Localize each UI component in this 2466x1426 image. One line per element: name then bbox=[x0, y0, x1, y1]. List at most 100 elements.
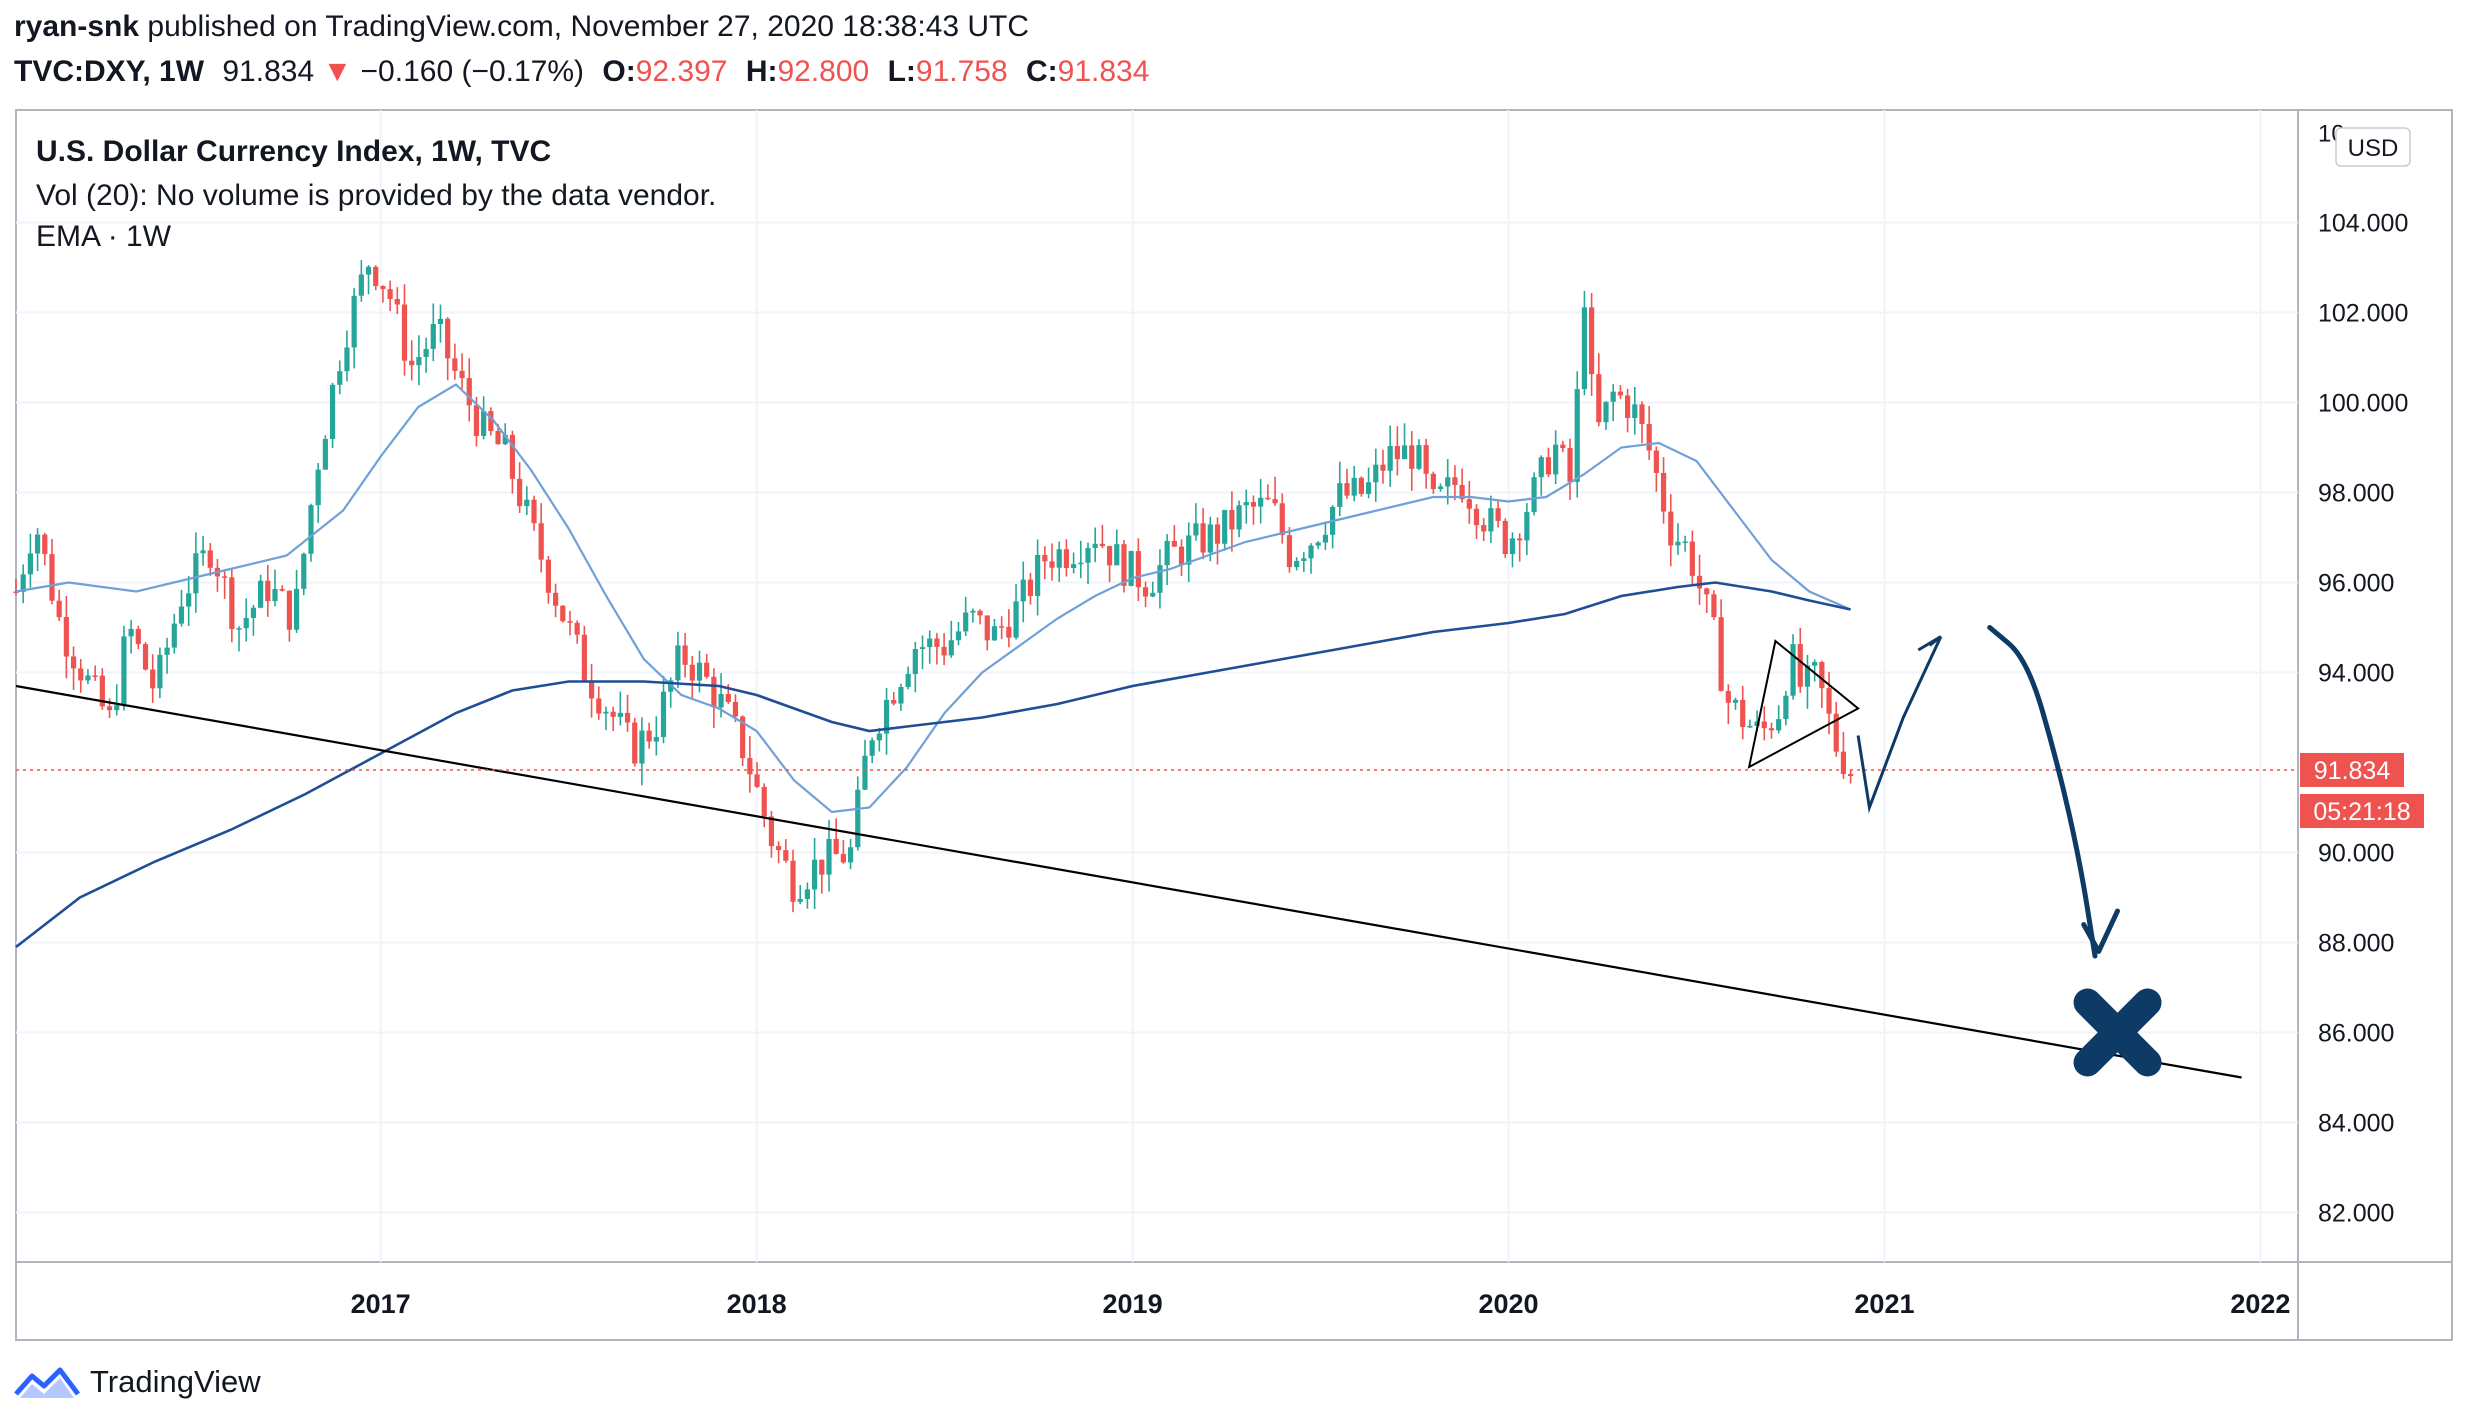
candle-body bbox=[1776, 719, 1782, 731]
candle-body bbox=[1416, 445, 1422, 469]
candle-body bbox=[1574, 389, 1580, 482]
candle-body bbox=[1819, 662, 1825, 689]
candle-body bbox=[387, 289, 393, 299]
time-tick-label: 2018 bbox=[727, 1289, 787, 1319]
candle-body bbox=[1301, 558, 1307, 561]
candle-body bbox=[1322, 534, 1329, 543]
triangle-pattern[interactable] bbox=[1747, 639, 1860, 769]
candle-body bbox=[1725, 690, 1731, 703]
projection-zigzag[interactable] bbox=[1856, 635, 1943, 814]
candle-body bbox=[1423, 445, 1429, 474]
candle-body bbox=[919, 647, 926, 650]
candle-body bbox=[1617, 391, 1623, 396]
candle-body bbox=[380, 286, 386, 290]
candle-body bbox=[1452, 477, 1458, 485]
candle-body bbox=[1358, 477, 1364, 494]
published-text: published on TradingView.com, November 2… bbox=[147, 10, 1030, 43]
candle-body bbox=[344, 347, 350, 372]
candle-body bbox=[1445, 477, 1451, 487]
candle-body bbox=[437, 318, 444, 325]
candle-body bbox=[588, 680, 595, 699]
candle-body bbox=[70, 656, 77, 669]
candle-body bbox=[13, 591, 19, 593]
time-tick-label: 2020 bbox=[1478, 1289, 1538, 1319]
candle-body bbox=[358, 274, 364, 296]
candle-body bbox=[236, 628, 242, 630]
support-trendline[interactable] bbox=[15, 684, 2242, 1079]
candle-body bbox=[502, 434, 508, 445]
target-x-mark-icon[interactable] bbox=[2073, 988, 2162, 1077]
candle-body bbox=[1056, 549, 1062, 568]
candle-body bbox=[660, 691, 667, 737]
candle-body bbox=[883, 699, 890, 734]
candle-body bbox=[783, 850, 789, 861]
price-tick-label: 96.000 bbox=[2318, 570, 2394, 598]
candle-body bbox=[1099, 543, 1105, 547]
candle-body bbox=[1042, 554, 1048, 562]
candle-body bbox=[1682, 541, 1688, 543]
candle-body bbox=[337, 371, 343, 385]
candle-body bbox=[1337, 483, 1343, 507]
candle-body bbox=[322, 438, 328, 470]
legend-volume[interactable]: Vol (20): No volume is provided by the d… bbox=[36, 179, 716, 212]
candle-body bbox=[1193, 523, 1199, 536]
candle-body bbox=[171, 623, 177, 648]
candle-body bbox=[1653, 450, 1659, 473]
candle-body bbox=[812, 859, 818, 890]
candle-body bbox=[1639, 404, 1645, 425]
candle-body bbox=[135, 628, 141, 645]
last-price-tag-text: 91.834 bbox=[2314, 757, 2391, 785]
candle-body bbox=[1610, 391, 1616, 402]
candle-body bbox=[1351, 477, 1357, 496]
legend-title[interactable]: U.S. Dollar Currency Index, 1W, TVC bbox=[36, 135, 551, 168]
candle-body bbox=[63, 617, 69, 657]
last-price-tag: 91.834 bbox=[2300, 752, 2404, 787]
candle-body bbox=[495, 430, 501, 445]
candle-body bbox=[639, 730, 645, 764]
candle-body bbox=[1294, 560, 1300, 568]
candle-body bbox=[114, 705, 120, 711]
tradingview-logo-icon bbox=[14, 1367, 80, 1398]
projection-curve-arrow[interactable] bbox=[1987, 625, 2098, 959]
grid bbox=[16, 110, 2298, 1262]
candle-body bbox=[689, 664, 695, 681]
currency-button[interactable]: USD bbox=[2335, 127, 2411, 167]
legend-ema[interactable]: EMA · 1W bbox=[36, 220, 172, 253]
candle-body bbox=[905, 673, 911, 688]
author-name[interactable]: ryan-snk bbox=[14, 10, 140, 43]
candle-body bbox=[1200, 523, 1206, 553]
price-axis-labels: 82.000 84.000 86.000 88.000 90.000 94.000 96.0… bbox=[2318, 210, 2408, 1228]
time-tick-label: 2017 bbox=[351, 1289, 411, 1319]
candle-body bbox=[401, 304, 408, 361]
candle-body bbox=[891, 699, 897, 704]
candle-body bbox=[301, 553, 307, 589]
candle-body bbox=[1481, 525, 1487, 532]
candle-body bbox=[99, 675, 105, 707]
candle-body bbox=[1696, 575, 1703, 589]
candle-body bbox=[243, 617, 249, 629]
candle-body bbox=[1768, 728, 1775, 731]
candle-body bbox=[545, 559, 552, 593]
price-tick-label: 82.000 bbox=[2318, 1200, 2394, 1228]
candle-body bbox=[1106, 546, 1113, 566]
candle-body bbox=[1646, 424, 1652, 451]
candle-body bbox=[963, 612, 969, 632]
candle-body bbox=[617, 712, 623, 717]
candle-body bbox=[1078, 562, 1084, 565]
close-value: 91.834 bbox=[1057, 55, 1150, 88]
candle-body bbox=[1495, 508, 1501, 521]
symbol-quote-line: TVC:DXY, 1W 91.834 ▼ −0.160 (−0.17%) O:9… bbox=[14, 55, 1149, 89]
candle-body bbox=[265, 580, 271, 602]
candle-body bbox=[1545, 457, 1552, 475]
candle-body bbox=[1027, 579, 1034, 596]
candle-body bbox=[1732, 699, 1739, 703]
candle-body bbox=[531, 499, 537, 524]
candle-body bbox=[1689, 541, 1695, 576]
time-axis-labels: 2017 2018 2019 2020 2021 2022 bbox=[351, 1289, 2291, 1319]
countdown-tag: 05:21:18 bbox=[2300, 793, 2424, 828]
candle-body bbox=[1603, 401, 1609, 423]
candle-body bbox=[423, 348, 429, 358]
footer-brand[interactable]: TradingView bbox=[14, 1364, 261, 1400]
candle-body bbox=[804, 889, 811, 899]
